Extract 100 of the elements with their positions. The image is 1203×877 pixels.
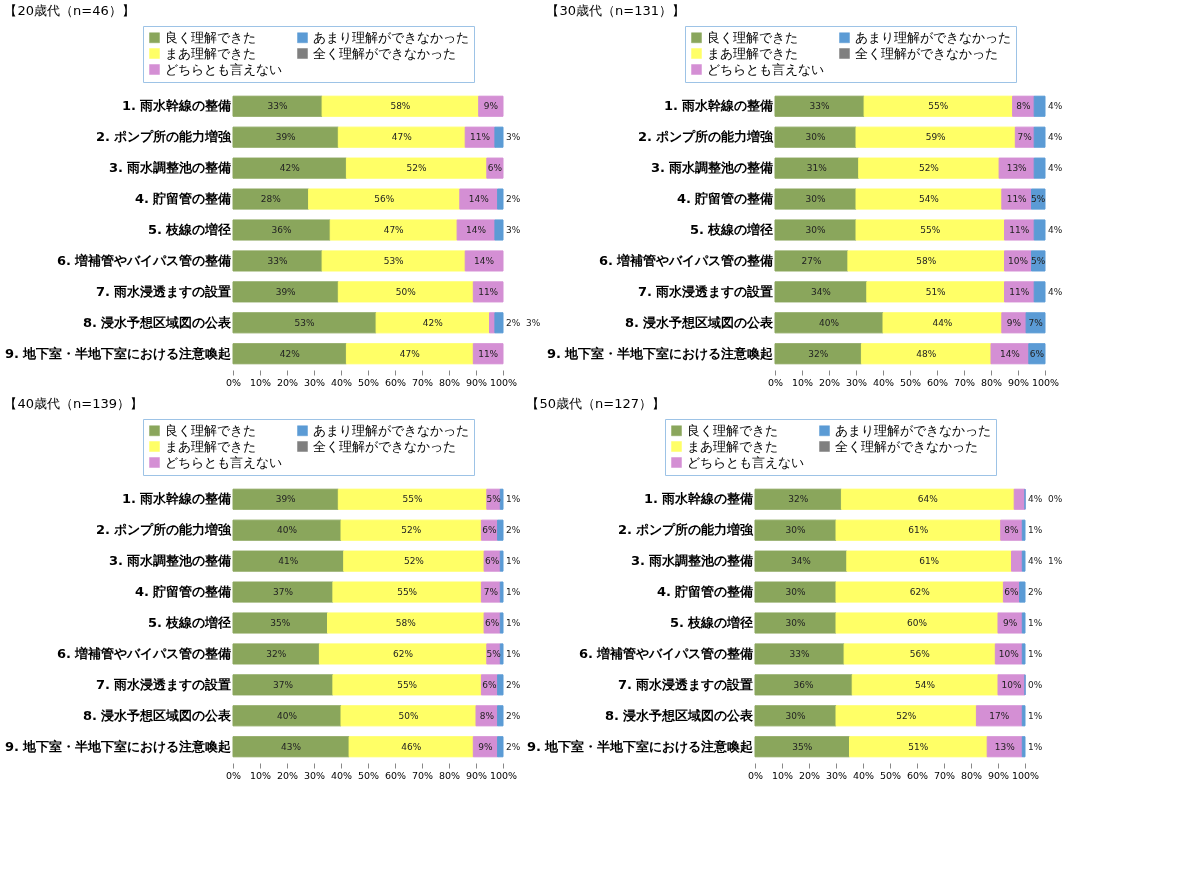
data-label: 39%	[275, 494, 297, 505]
y-tick-label: 7. 雨水浸透ますの設置	[95, 283, 232, 299]
text: 【50歳代（n=127）】	[526, 395, 665, 411]
data-label: 8%	[1016, 101, 1031, 112]
bar	[754, 519, 837, 541]
bar	[232, 250, 323, 272]
y-tick-label: 9. 地下室・半地下室における注意喚起	[546, 345, 774, 361]
data-label: 17%	[989, 710, 1010, 721]
data-label: 32%	[788, 494, 809, 505]
data-label: 1%	[506, 648, 521, 659]
data-label: 52%	[406, 163, 428, 174]
bar	[851, 674, 999, 696]
data-label: 5%	[1031, 255, 1046, 266]
bar	[345, 157, 488, 179]
data-label: 8%	[479, 710, 495, 721]
data-label: 1%	[506, 587, 521, 598]
data-label: 4%	[1048, 225, 1063, 235]
x-tick-label: 40%	[330, 769, 353, 781]
data-label: 2%	[506, 194, 521, 205]
bar	[497, 519, 504, 541]
data-label: 50%	[395, 286, 417, 297]
legend-label: どちらとも言えない	[687, 454, 804, 470]
data-label: 51%	[925, 286, 947, 297]
y-tick-label: 4. 貯留管の整備	[134, 191, 232, 207]
y-tick-label: 4. 貯留管の整備	[656, 584, 754, 600]
data-label: 62%	[909, 587, 931, 598]
bar	[232, 519, 342, 541]
bar	[472, 281, 504, 303]
bar	[232, 343, 347, 365]
bar	[843, 643, 996, 665]
bar	[774, 312, 884, 334]
data-label: 0%	[1028, 679, 1043, 690]
bar	[858, 157, 1000, 179]
data-label: 10%	[1007, 255, 1029, 266]
x-tick-label: 10%	[791, 376, 814, 388]
x-tick-label: 60%	[906, 769, 929, 781]
data-label: 33%	[267, 101, 288, 112]
bar	[494, 126, 504, 148]
legend-label: あまり理解ができなかった	[855, 29, 1011, 45]
legend-label: まあ理解できた	[707, 45, 798, 61]
bar	[1033, 95, 1046, 117]
x-tick-label: 100%	[489, 769, 518, 781]
data-label: 54%	[915, 679, 936, 690]
x-tick-label: 80%	[980, 376, 1003, 388]
data-label: 47%	[391, 132, 413, 143]
data-label: 14%	[474, 255, 495, 266]
data-label: 1%	[1028, 618, 1043, 628]
y-tick-label: 8. 浸水予想区域図の公表	[624, 314, 775, 330]
bar	[774, 95, 865, 117]
data-label: 61%	[908, 525, 929, 536]
x-tick-label: 10%	[771, 769, 794, 781]
bar	[499, 488, 504, 510]
data-label: 33%	[267, 255, 288, 266]
data-label: 6%	[1004, 587, 1020, 598]
bar	[464, 250, 504, 272]
data-label: 35%	[270, 618, 291, 628]
data-label: 10%	[998, 648, 1020, 659]
bar	[754, 643, 845, 665]
bar	[754, 488, 842, 510]
x-tick-label: 10%	[249, 769, 272, 781]
legend-label: あまり理解ができなかった	[313, 422, 469, 438]
data-label: 43%	[281, 741, 302, 752]
bar	[855, 188, 1003, 210]
data-label: 1%	[1048, 556, 1063, 567]
bar	[1001, 188, 1032, 210]
data-label: 55%	[402, 494, 423, 505]
x-tick-label: 90%	[987, 769, 1010, 781]
bar	[499, 643, 504, 665]
x-tick-label: 0%	[225, 376, 242, 388]
bar	[494, 312, 504, 334]
data-label: 3%	[526, 317, 541, 328]
data-label: 5%	[1031, 194, 1046, 205]
x-tick-label: 30%	[825, 769, 848, 781]
legend-label: 良く理解できた	[687, 422, 778, 438]
data-label: 55%	[920, 225, 941, 235]
bar	[232, 550, 345, 572]
data-label: 6%	[482, 679, 498, 690]
x-tick-label: 100%	[1011, 769, 1040, 781]
data-label: 35%	[792, 741, 813, 752]
x-tick-label: 20%	[798, 769, 821, 781]
bar	[1021, 643, 1026, 665]
bar	[835, 705, 977, 727]
bar	[232, 126, 339, 148]
data-label: 7%	[483, 587, 499, 598]
bar	[1011, 550, 1023, 572]
bar	[1019, 581, 1026, 603]
data-label: 46%	[401, 741, 422, 752]
data-label: 47%	[399, 348, 421, 359]
bar	[1021, 519, 1026, 541]
bar	[340, 705, 477, 727]
y-tick-label: 9. 地下室・半地下室における注意喚起	[526, 738, 754, 754]
data-label: 52%	[401, 525, 422, 536]
y-tick-label: 8. 浸水予想区域図の公表	[82, 314, 233, 330]
y-tick-label: 1. 雨水幹線の整備	[121, 98, 232, 114]
x-tick-label: 0%	[747, 769, 764, 781]
bar	[1025, 312, 1046, 334]
y-tick-label: 2. ポンプ所の能力増強	[95, 129, 233, 145]
bar	[774, 219, 857, 241]
data-label: 4%	[1048, 163, 1063, 174]
data-label: 1%	[1028, 525, 1043, 536]
